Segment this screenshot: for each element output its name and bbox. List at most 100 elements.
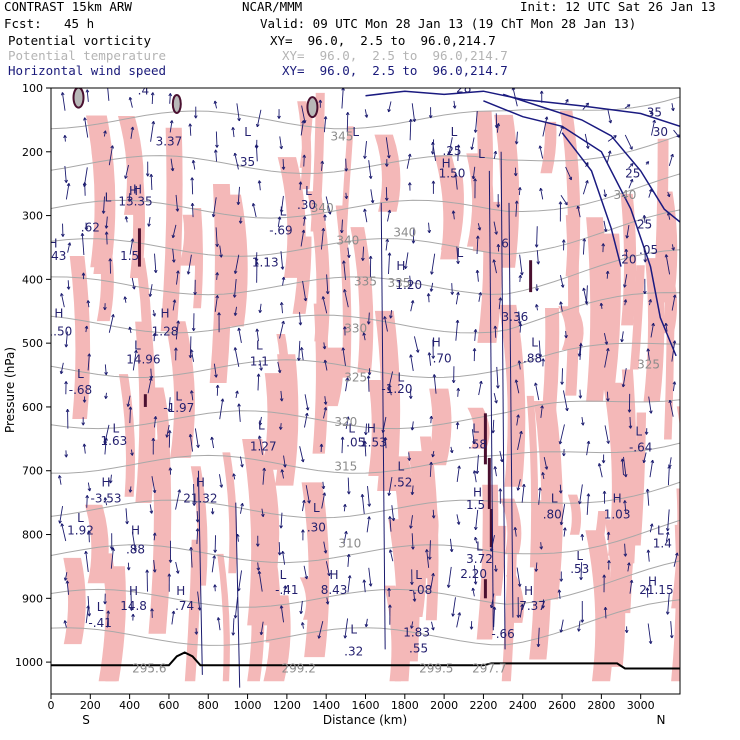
extremum-label: H (367, 421, 376, 435)
wind-arrowhead (473, 329, 478, 333)
extremum-label: -1.20 (381, 382, 412, 396)
pv-shading-region (526, 395, 539, 568)
wind-vector (280, 512, 283, 529)
field-name-pv: Potential vorticity (8, 33, 151, 48)
wind-arrowhead (186, 271, 191, 275)
wind-vector (449, 538, 453, 552)
wind-vector (129, 326, 132, 334)
wind-vector (409, 275, 412, 287)
wind-arrowhead (188, 354, 193, 359)
wind-vector (518, 187, 521, 196)
x-tick-label: 1800 (391, 699, 419, 712)
theta-contour-label: 335 (387, 276, 410, 290)
wind-vector (390, 309, 393, 319)
wind-arrowhead (500, 458, 504, 463)
extremum-label: 1.50 (439, 166, 466, 180)
wind-arrowhead (194, 631, 199, 635)
wind-arrowhead (516, 414, 520, 418)
wind-arrowhead (279, 302, 284, 306)
wind-vector (496, 366, 499, 389)
theta-contour-label: 320 (334, 415, 357, 429)
wind-arrowhead (104, 371, 108, 376)
wind-vector (410, 354, 414, 372)
wind-vector (169, 93, 171, 104)
wind-arrowhead (298, 181, 303, 185)
wind-vector (387, 371, 394, 391)
wind-arrowhead (535, 304, 539, 308)
wind-arrowhead (103, 497, 108, 501)
wind-arrowhead (307, 500, 311, 504)
wind-arrowhead (145, 569, 149, 573)
wind-arrowhead (652, 119, 656, 124)
wind-vector (671, 103, 674, 111)
wind-vector (345, 416, 349, 430)
extremum-label: .4 (138, 83, 149, 97)
wind-vector-strong (488, 170, 494, 631)
wind-vector (516, 414, 519, 426)
wind-arrowhead (560, 284, 565, 288)
wind-vector (404, 252, 409, 269)
wind-arrowhead (87, 530, 91, 534)
wind-arrowhead (321, 227, 326, 232)
wind-arrowhead (176, 270, 180, 274)
wind-arrowhead (560, 125, 564, 130)
wind-arrowhead (259, 367, 263, 371)
wind-arrowhead (565, 407, 569, 412)
wind-arrowhead (256, 567, 261, 571)
wind-vector (282, 551, 286, 565)
x-tick-label: 1600 (352, 699, 380, 712)
wind-vector (86, 495, 88, 508)
pv-shading-region (585, 530, 614, 682)
wind-arrowhead (536, 261, 541, 265)
wind-arrowhead (563, 527, 567, 531)
model-title: CONTRAST 15km ARW (4, 0, 132, 14)
wind-vector (345, 192, 348, 199)
wind-vector (624, 500, 627, 514)
wind-arrowhead (451, 210, 456, 214)
wind-vector (279, 136, 282, 150)
wind-arrowhead (364, 114, 369, 118)
wind-arrowhead (347, 254, 351, 259)
wind-arrowhead (477, 227, 482, 231)
wind-vector (623, 274, 628, 288)
wind-vector (521, 484, 525, 503)
pv-shading-region (350, 227, 374, 373)
wind-arrowhead (303, 297, 308, 302)
wind-vector (455, 320, 459, 341)
wind-arrowhead (539, 187, 543, 192)
wind-vector (130, 449, 133, 456)
wind-arrowhead (544, 116, 549, 120)
wind-vector (542, 599, 545, 609)
wind-vector (647, 549, 650, 562)
wind-vector (280, 390, 283, 402)
theta-contour (51, 519, 680, 564)
wind-arrowhead (213, 549, 217, 553)
wind-arrowhead (670, 153, 674, 158)
wind-arrowhead (579, 343, 583, 347)
extremum-label: .62 (81, 221, 100, 235)
extremum-label: L (305, 184, 312, 198)
wind-vector (493, 221, 498, 235)
extremum-label: H (442, 157, 451, 171)
wind-vector (452, 597, 456, 617)
wind-vector (240, 456, 243, 468)
wind-arrowhead (134, 349, 138, 354)
extremum-label: H (524, 584, 533, 598)
wind-vector (345, 158, 347, 172)
wind-arrowhead (456, 144, 461, 148)
wind-vector (324, 359, 328, 371)
extremum-label: .53 (570, 562, 589, 576)
extremum-label: 1.83 (403, 626, 430, 640)
wind-arrowhead (169, 120, 174, 124)
wind-vector (365, 618, 368, 627)
wind-vector (61, 92, 66, 111)
wind-arrowhead (446, 584, 451, 588)
wind-vector (561, 368, 563, 385)
wind-arrowhead (189, 546, 193, 551)
wind-arrowhead (664, 322, 668, 327)
wind-vector (606, 391, 609, 402)
extremum-label: 2.20 (460, 567, 487, 581)
wind-vector (194, 428, 199, 448)
wind-arrowhead (128, 96, 133, 101)
wind-vector (86, 89, 89, 102)
